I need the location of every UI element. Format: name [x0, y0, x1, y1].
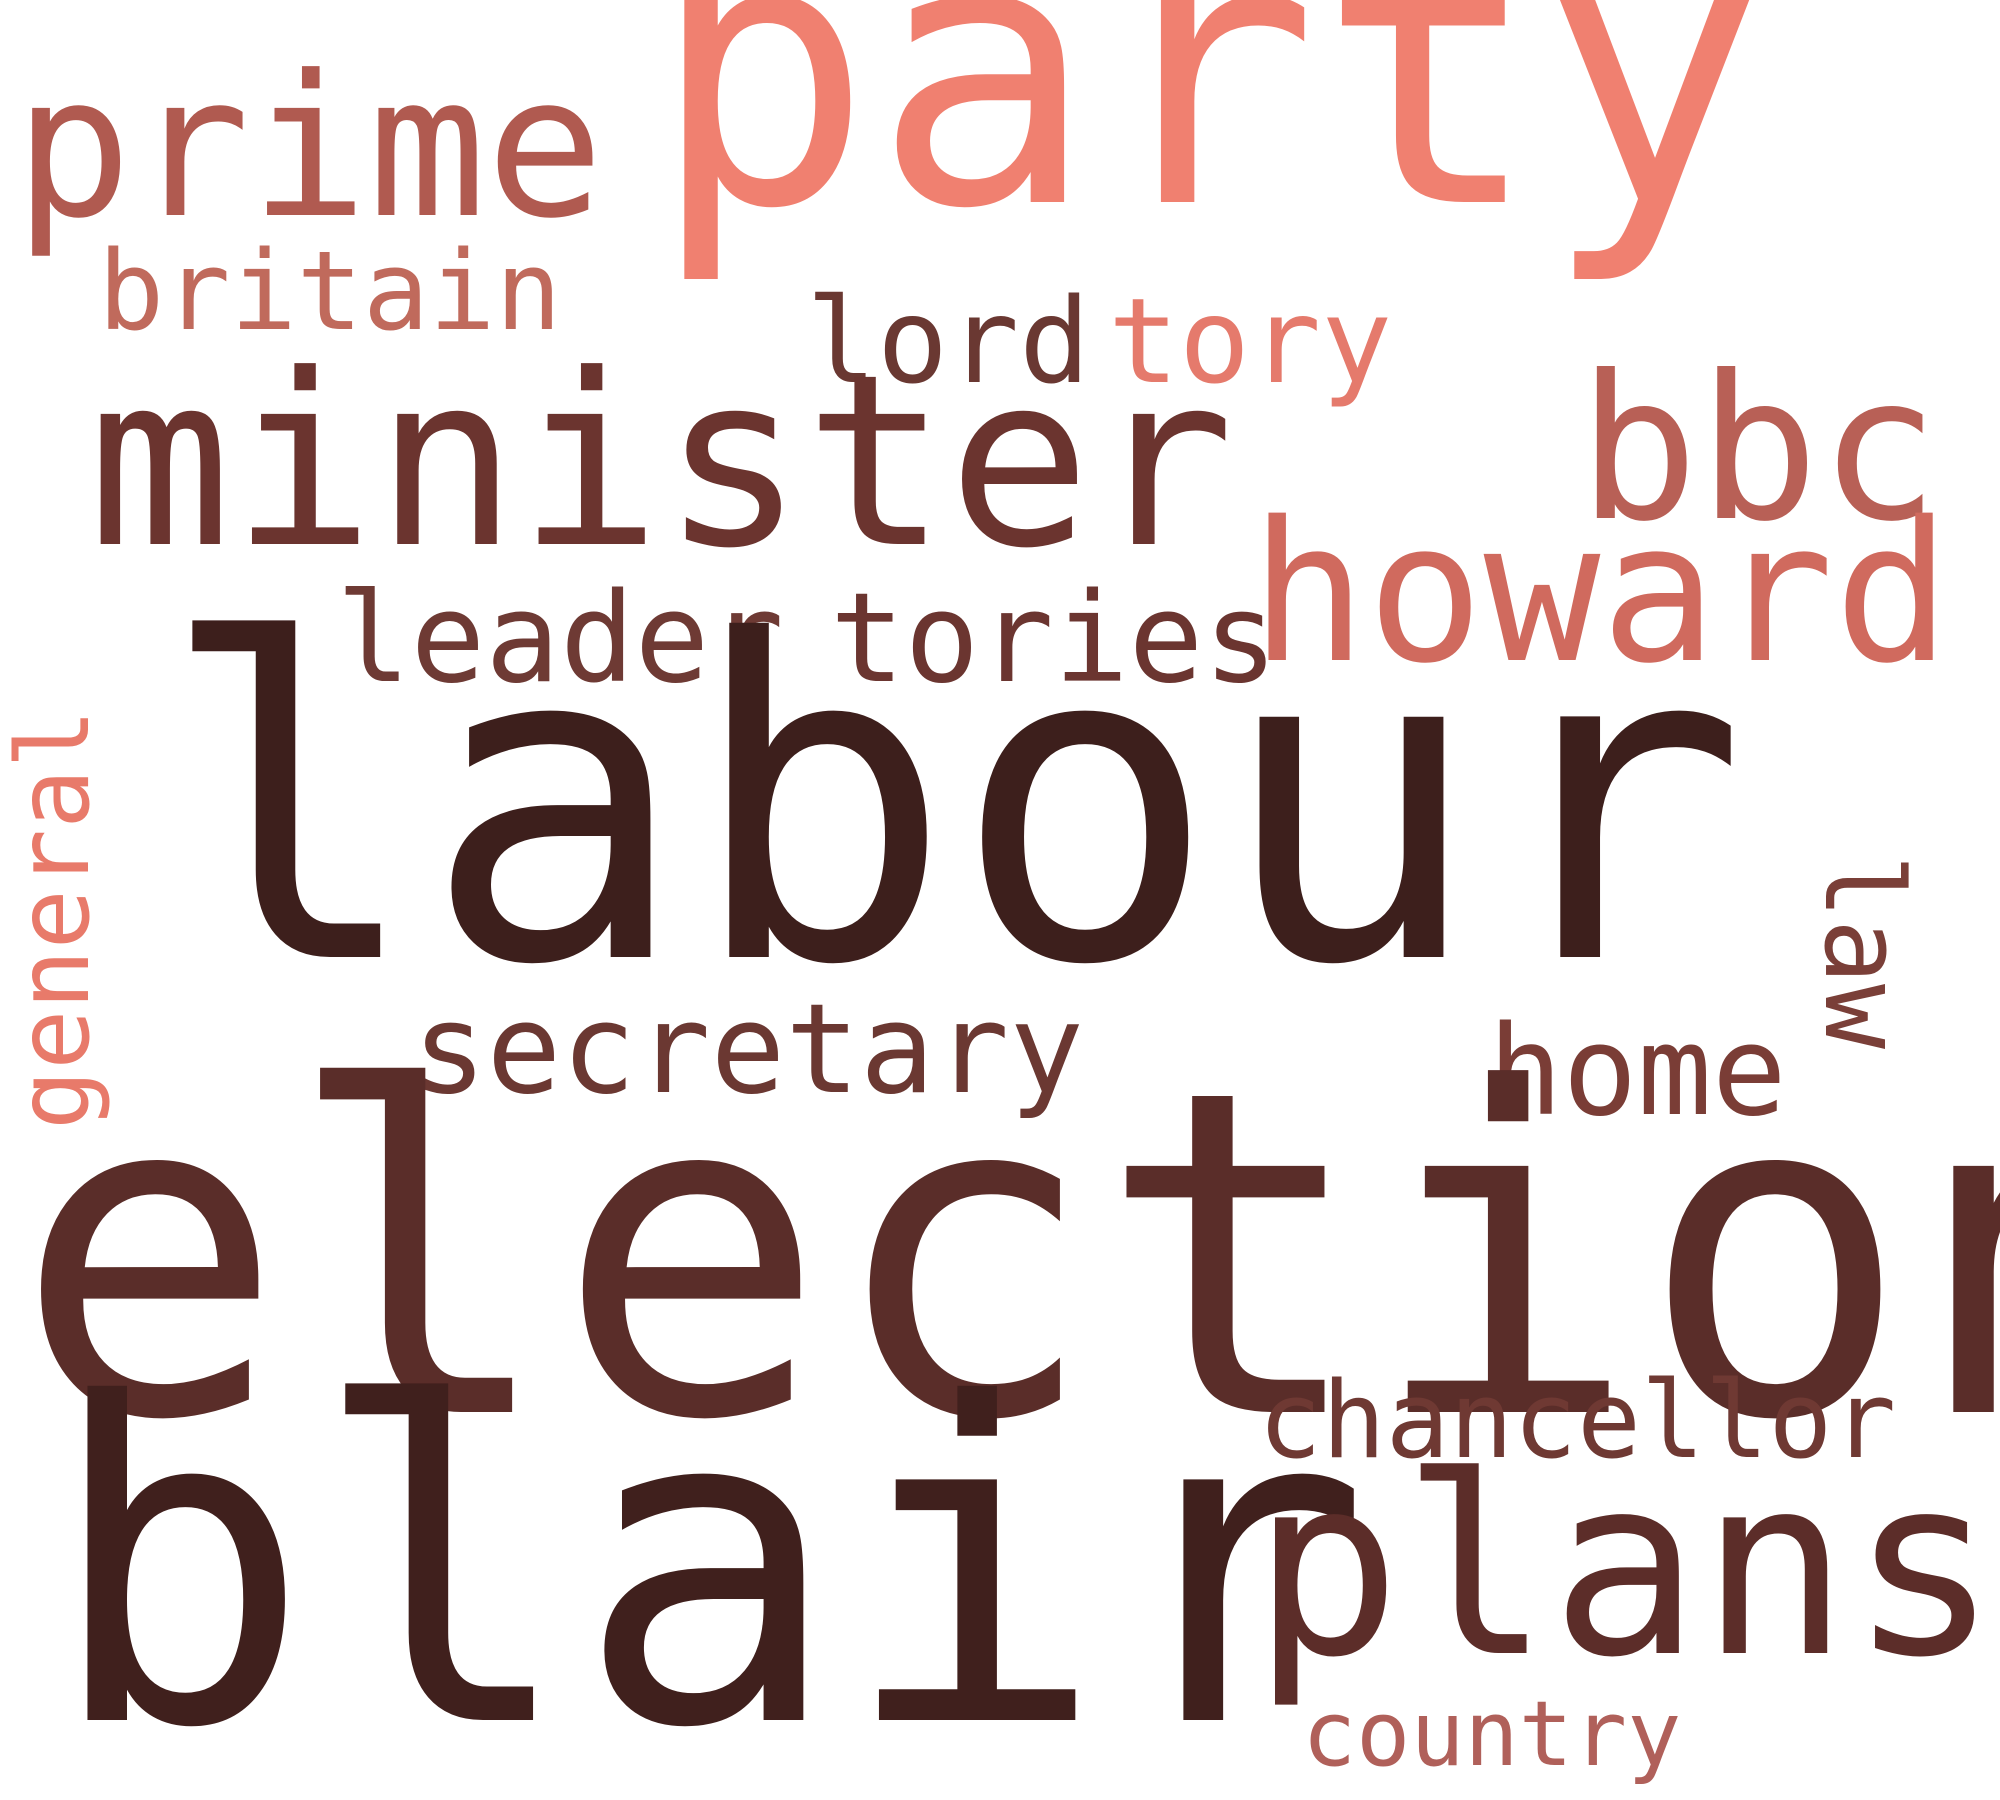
- word-home: home: [1488, 1000, 1787, 1144]
- word-tories: tories: [830, 567, 1278, 711]
- word-country: country: [1302, 1682, 1682, 1787]
- word-bbc: bbc: [1578, 333, 1940, 566]
- word-chancellor: chancellor: [1258, 1359, 1897, 1482]
- word-minister: minister: [88, 324, 1235, 601]
- word-party: party: [650, 0, 1764, 290]
- word-lord: lord: [806, 272, 1091, 410]
- word-blair: blair: [46, 1312, 1371, 1800]
- word-secretary: secretary: [412, 978, 1084, 1122]
- word-britain: britain: [98, 227, 562, 355]
- word-election: election: [14, 995, 2000, 1519]
- word-tory: tory: [1108, 272, 1393, 410]
- word-prime: prime: [14, 34, 605, 262]
- word-leader: leader: [336, 567, 784, 711]
- word-labour: labour: [158, 549, 1748, 1061]
- word-howard: howard: [1250, 480, 1951, 706]
- word-plans: plans: [1252, 1424, 1999, 1712]
